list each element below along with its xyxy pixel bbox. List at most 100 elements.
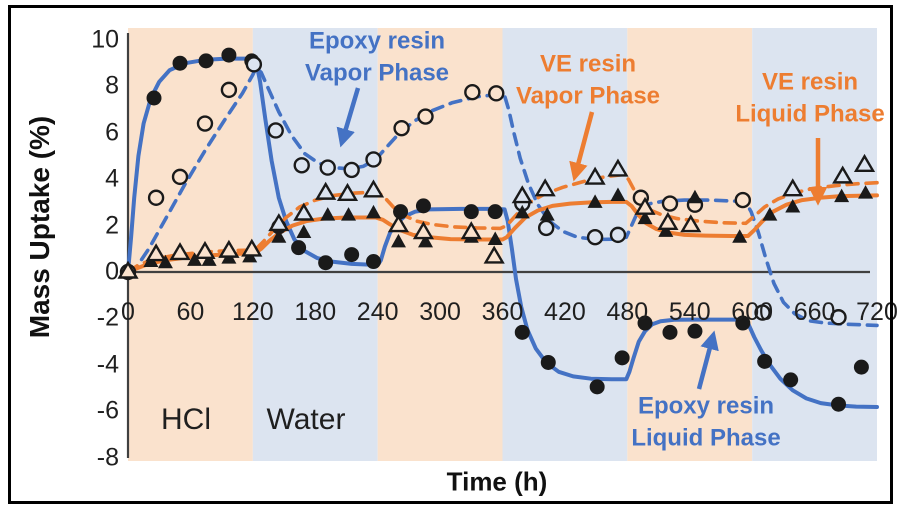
x-axis-title: Time (h) (446, 466, 548, 497)
data-point (487, 231, 503, 246)
annotation-line: VE resin (761, 68, 859, 96)
annotation-line: Liquid Phase (631, 424, 781, 451)
data-point (783, 372, 799, 388)
annotation-epoxy-resin-vapor-phase: Epoxy resin Vapor Phase (305, 25, 449, 88)
data-point (662, 324, 678, 340)
data-point (637, 315, 653, 331)
annotation-line: Epoxy resin (637, 392, 775, 420)
series-points-epoxy-vapor (119, 56, 847, 326)
data-point (390, 233, 406, 248)
x-tick-label: 600 (731, 298, 774, 326)
data-point (584, 166, 606, 185)
y-tick-label: -2 (96, 303, 119, 332)
x-tick-label: 480 (606, 298, 649, 326)
data-point (393, 119, 410, 137)
data-point (221, 47, 237, 63)
series-points-ve-vapor (117, 153, 876, 279)
data-point (609, 226, 627, 244)
data-point (157, 254, 173, 269)
data-point (415, 198, 431, 214)
data-point (218, 239, 240, 258)
data-point (661, 195, 679, 212)
data-point (412, 221, 435, 240)
data-point (245, 56, 263, 73)
data-point (610, 187, 626, 201)
data-point (336, 182, 359, 201)
data-point (268, 213, 290, 232)
data-point (540, 354, 556, 370)
y-tick-label: 4 (105, 164, 119, 193)
data-point (637, 210, 653, 225)
data-point (657, 211, 679, 230)
data-point (291, 240, 307, 256)
y-tick-label: 2 (105, 211, 119, 240)
x-tick-label: 300 (419, 298, 461, 326)
data-point (514, 204, 530, 219)
data-point (534, 178, 556, 197)
data-point (607, 158, 629, 177)
data-point (464, 83, 481, 101)
x-tick-label: 660 (793, 298, 836, 326)
data-point (735, 315, 751, 331)
annotation-line: Vapor Phase (304, 59, 450, 86)
x-tick-label: 720 (856, 298, 898, 326)
annotation-arrow-ve-vapor (569, 111, 595, 182)
data-point (831, 396, 847, 412)
x-tick-label: 240 (356, 298, 399, 326)
x-tick-label: 360 (481, 298, 524, 326)
data-point (614, 350, 630, 366)
data-point (147, 189, 165, 206)
data-point (271, 229, 287, 243)
series-points-ve-liquid (120, 185, 874, 278)
data-point (853, 359, 869, 375)
data-point (587, 194, 603, 208)
data-point (387, 214, 410, 233)
x-tick-label: 120 (231, 298, 274, 326)
annotation-line: VE resin (539, 50, 637, 78)
annotation-ve-resin-liquid-phase: VE resin Liquid Phase (735, 66, 884, 129)
x-tick-label: 420 (544, 298, 586, 326)
data-point (320, 207, 336, 221)
data-point (169, 242, 191, 261)
data-point (537, 219, 555, 237)
annotation-arrow-epoxy-vapor (336, 87, 361, 148)
data-point (757, 353, 773, 369)
data-point (366, 254, 382, 270)
band-label-water: Water (266, 403, 346, 436)
annotation-ve-resin-vapor-phase: VE resin Vapor Phase (516, 48, 660, 111)
data-point (754, 304, 771, 321)
data-point (117, 260, 139, 279)
data-point (487, 204, 503, 220)
data-point (171, 168, 189, 186)
data-point (762, 207, 778, 221)
y-tick-label: 10 (91, 25, 119, 54)
band-water (252, 28, 378, 461)
data-point (344, 247, 360, 263)
data-point (687, 189, 703, 204)
data-point (853, 153, 876, 172)
data-point (267, 122, 284, 139)
data-point (319, 159, 336, 176)
band-segment-4 (627, 28, 753, 461)
data-point (832, 165, 854, 184)
data-point (687, 323, 703, 339)
data-point (393, 204, 409, 220)
data-point (785, 199, 801, 213)
data-point (366, 204, 382, 219)
x-tick-label: 540 (668, 298, 711, 326)
data-point (834, 188, 850, 203)
data-point (341, 207, 357, 221)
annotation-line: Liquid Phase (735, 100, 885, 127)
y-tick-label: 0 (105, 257, 119, 286)
data-point (782, 178, 804, 197)
data-point (296, 224, 312, 239)
data-point (146, 90, 162, 106)
x-tick-label: 0 (121, 298, 135, 326)
data-point (187, 252, 203, 266)
data-point (734, 191, 752, 209)
data-point (586, 228, 604, 246)
annotation-arrow-epoxy-liquid (696, 330, 719, 390)
x-tick-label: 180 (294, 298, 337, 326)
y-tick-label: 8 (105, 71, 119, 100)
